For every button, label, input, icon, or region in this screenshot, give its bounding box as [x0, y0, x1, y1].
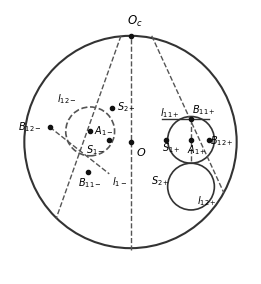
Text: $A_{1-}$: $A_{1-}$	[94, 124, 114, 138]
Text: $S_{2+}$: $S_{2+}$	[151, 174, 169, 188]
Text: $B_{12-}$: $B_{12-}$	[18, 120, 41, 134]
Text: $B_{11-}$: $B_{11-}$	[78, 176, 102, 190]
Text: $S_{1+}$: $S_{1+}$	[162, 141, 181, 155]
Text: $l_{11+}$: $l_{11+}$	[160, 106, 180, 120]
Text: $B_{11+}$: $B_{11+}$	[192, 103, 216, 116]
Text: $S_{2-}$: $S_{2-}$	[117, 100, 135, 114]
Text: $l_{12-}$: $l_{12-}$	[57, 93, 77, 106]
Text: $l_{1-}$: $l_{1-}$	[112, 175, 128, 189]
Text: $l_{12+}$: $l_{12+}$	[197, 195, 217, 208]
Text: $A_{1+}$: $A_{1+}$	[187, 143, 206, 157]
Text: $O$: $O$	[136, 146, 146, 158]
Text: $B_{12+}$: $B_{12+}$	[210, 134, 234, 148]
Text: $S_{1-}$: $S_{1-}$	[86, 143, 105, 157]
Text: $\mathit{O}_c$: $\mathit{O}_c$	[127, 14, 143, 30]
